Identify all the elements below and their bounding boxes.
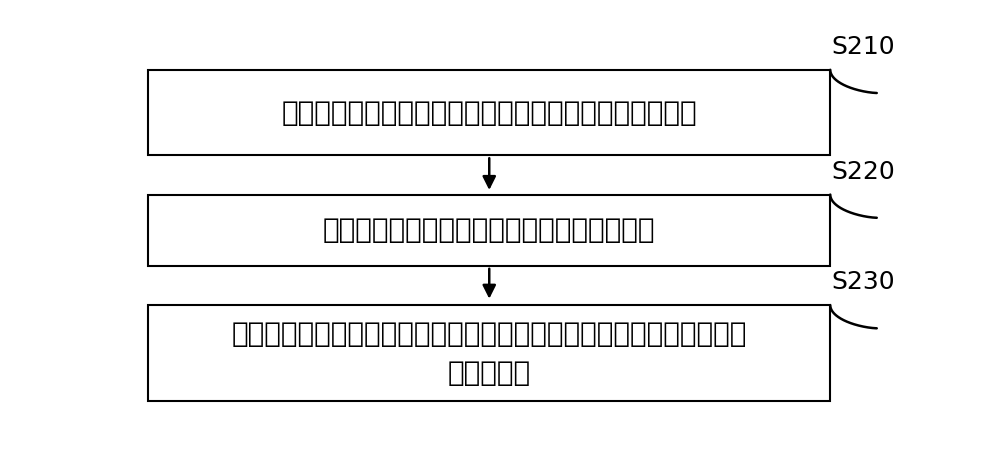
FancyBboxPatch shape xyxy=(148,305,830,401)
Text: S210: S210 xyxy=(831,35,895,59)
Text: 基于所述采集设备采集的数据，确定注视信息: 基于所述采集设备采集的数据，确定注视信息 xyxy=(323,216,656,244)
Text: 将所述注视信息传输至所述第一终端，以供所述第一终端对本终端的用
户进行监测: 将所述注视信息传输至所述第一终端，以供所述第一终端对本终端的用 户进行监测 xyxy=(232,320,747,387)
FancyBboxPatch shape xyxy=(148,70,830,156)
FancyBboxPatch shape xyxy=(148,194,830,266)
Text: S230: S230 xyxy=(831,270,895,294)
Text: 基于第一终端的要求注视指令，调节采集设备的工作状态: 基于第一终端的要求注视指令，调节采集设备的工作状态 xyxy=(281,99,697,126)
Text: S220: S220 xyxy=(831,160,895,184)
